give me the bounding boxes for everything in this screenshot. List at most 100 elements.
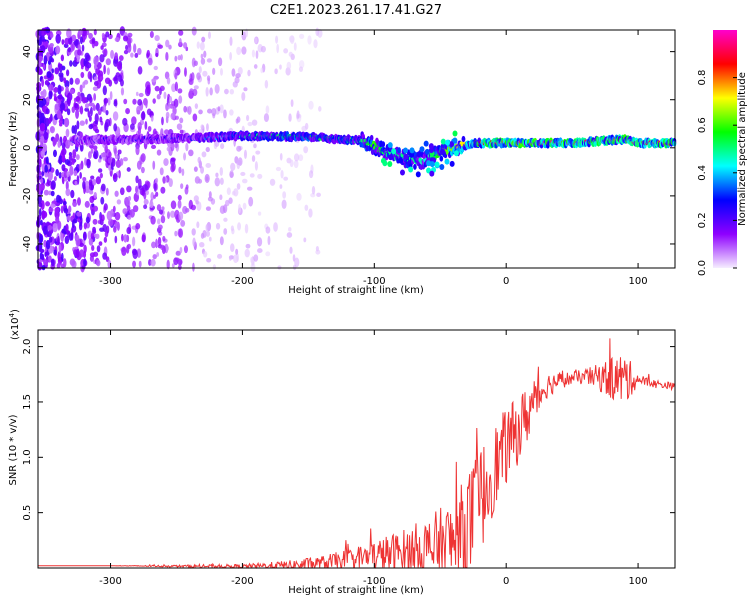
spectrogram-cell xyxy=(206,123,209,132)
spectrogram-cell xyxy=(126,185,132,193)
spectrogram-cell xyxy=(136,105,141,115)
spectrogram-cell xyxy=(241,46,247,55)
spectrogram-ridge-cell xyxy=(439,155,444,162)
spectrogram-cell xyxy=(127,37,132,48)
snr-x-tick-label: 100 xyxy=(629,576,648,587)
spectrogram-cell xyxy=(288,35,295,43)
spectrogram-cell xyxy=(197,156,201,164)
spectrogram-cell xyxy=(70,189,75,199)
colorbar-gradient xyxy=(713,30,737,268)
spectrogram-cell xyxy=(38,202,43,208)
spectrogram-cell xyxy=(56,109,62,120)
spectrogram-cell xyxy=(49,55,53,62)
spectrogram-cell xyxy=(37,55,43,62)
spectrogram-cell xyxy=(97,108,102,116)
spectrogram-cell xyxy=(293,159,299,169)
spectrogram-cell xyxy=(99,172,103,179)
spectrogram-cell xyxy=(201,36,206,43)
spectrogram-cell xyxy=(229,36,233,46)
spectrogram-cell xyxy=(79,84,83,93)
spectrogram-cell xyxy=(102,85,107,96)
spectrogram-cell xyxy=(90,175,95,180)
spectrogram-cell xyxy=(143,198,149,205)
spectrogram-cell xyxy=(316,192,321,197)
spectrogram-cell xyxy=(41,253,45,261)
spectrogram-cell xyxy=(434,161,440,168)
spectrogram-cell xyxy=(83,79,89,85)
spectrogram-cell xyxy=(150,215,156,225)
spectrogram-cell xyxy=(40,34,45,42)
spectrogram-cell xyxy=(118,55,124,61)
spectrogram-cell xyxy=(92,218,98,225)
spectrogram-cell xyxy=(170,142,175,152)
spectrogram-cell xyxy=(248,196,254,207)
spectrogram-cell xyxy=(61,65,66,71)
spectrogram-cell xyxy=(143,204,148,210)
spectrogram-cell xyxy=(94,113,99,124)
spectrogram-cell xyxy=(135,175,139,184)
spectrogram-cell xyxy=(146,49,151,58)
spectrogram-cell xyxy=(423,140,429,147)
spectrogram-cell xyxy=(112,174,117,180)
spectrogram-cell xyxy=(93,191,97,199)
spectrogram-cell xyxy=(38,67,41,72)
spectrogram-cell xyxy=(108,151,112,158)
spectrogram-cell xyxy=(254,161,258,171)
spectrogram-cell xyxy=(247,121,253,127)
spectrogram-cell xyxy=(245,243,251,249)
spectrogram-cell xyxy=(205,230,211,237)
spectrogram-cell xyxy=(163,129,170,135)
spectrogram-cell xyxy=(166,259,170,270)
spectrogram-cell xyxy=(57,235,60,246)
spectrogram-cell xyxy=(196,41,200,49)
spectrogram-cell xyxy=(112,205,116,213)
spectrogram-cell xyxy=(57,63,63,69)
spectrogram-cell xyxy=(47,255,52,263)
spectrogram-cell xyxy=(222,204,228,214)
spectrogram-cell xyxy=(453,150,459,157)
spectrogram-cell xyxy=(89,106,93,117)
spectrogram-cell xyxy=(235,73,241,79)
spectrogram-cell xyxy=(50,258,55,267)
spectrogram-cell xyxy=(208,191,212,199)
spectrogram-cell xyxy=(137,126,142,136)
spectrogram-cell xyxy=(65,139,71,148)
spectrogram-cell xyxy=(47,225,53,231)
spectrogram-cell xyxy=(191,228,196,236)
spectrogram-cell xyxy=(313,39,318,49)
spectrogram-cell xyxy=(137,47,142,56)
spectrogram-cell xyxy=(48,117,52,124)
spectrogram-cell xyxy=(121,246,127,256)
spectrogram-cell xyxy=(174,55,178,62)
snr-y-axis-label: SNR (10 * v/v) xyxy=(8,414,19,485)
spectrogram-cell xyxy=(99,54,105,63)
spectrogram-cell xyxy=(237,222,242,231)
spectrogram-cell xyxy=(154,177,159,184)
spectrogram-cell xyxy=(97,168,103,173)
spectrogram-cell xyxy=(49,126,55,134)
spectrogram-cell xyxy=(83,222,87,230)
spectrogram-cell xyxy=(298,66,304,72)
spectrogram-cell xyxy=(298,154,304,162)
spectrogram-cell xyxy=(178,30,184,36)
spectrogram-cell xyxy=(235,248,239,255)
spectrogram-cell xyxy=(444,158,450,165)
spectrogram-cell xyxy=(85,216,90,224)
spectrogram-cell xyxy=(79,120,85,126)
spectrogram-cell xyxy=(193,85,199,90)
spectrogram-cell xyxy=(55,33,61,44)
spectrogram-cell xyxy=(84,103,90,109)
spectrogram-cell xyxy=(105,118,111,128)
spectrogram-cell xyxy=(53,149,57,158)
snr-x-tick-label: -300 xyxy=(99,576,122,587)
spectrogram-ridge-cell xyxy=(672,140,677,147)
spectrogram-cell xyxy=(95,176,102,185)
spectrogram-cell xyxy=(79,172,82,179)
spectrogram-cell xyxy=(96,245,101,253)
spectrogram-cell xyxy=(163,158,169,166)
spectrogram-cell xyxy=(154,35,160,42)
spectrogram-cell xyxy=(219,166,224,176)
spectrogram-cell xyxy=(103,48,108,57)
spectrogram-cell xyxy=(147,126,152,132)
